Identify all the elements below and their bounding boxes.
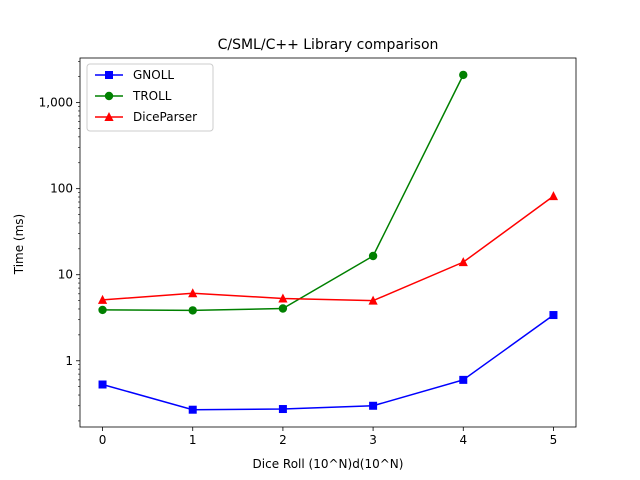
data-point-diceparser xyxy=(458,257,468,267)
y-tick-label: 10 xyxy=(58,268,73,282)
legend-marker-troll xyxy=(104,91,114,101)
data-point-troll xyxy=(98,305,107,315)
data-point-diceparser xyxy=(368,295,378,305)
y-tick-label: 1 xyxy=(65,354,73,368)
plot-frame xyxy=(79,57,577,428)
data-point-troll xyxy=(368,251,378,261)
series-troll xyxy=(98,70,468,315)
data-point-troll xyxy=(278,304,288,313)
legend-label-gnoll: GNOLL xyxy=(133,68,174,82)
legend-label-diceparser: DiceParser xyxy=(133,110,197,124)
legend-marker-diceparser xyxy=(104,112,114,121)
data-point-gnoll xyxy=(459,375,468,384)
data-point-gnoll xyxy=(98,380,107,389)
series-line-diceparser xyxy=(102,195,554,302)
x-tick-label: 0 xyxy=(99,433,107,447)
series-gnoll xyxy=(98,311,558,414)
legend-box xyxy=(86,63,214,132)
data-point-gnoll xyxy=(369,401,378,410)
data-point-gnoll xyxy=(278,405,287,414)
legend-marker-gnoll xyxy=(105,71,113,79)
data-point-gnoll xyxy=(549,311,558,320)
data-point-troll xyxy=(459,70,468,80)
x-axis-label: Dice Roll (10^N)d(10^N) xyxy=(253,457,404,471)
x-tick-label: 5 xyxy=(550,433,558,447)
chart-title: C/SML/C++ Library comparison xyxy=(218,37,439,53)
y-axis-label: Time (ms) xyxy=(12,214,26,276)
legend-label-troll: TROLL xyxy=(132,89,172,103)
data-point-diceparser xyxy=(548,191,559,201)
y-tick-label: 100 xyxy=(50,182,73,196)
x-tick-label: 3 xyxy=(369,433,377,447)
data-point-troll xyxy=(188,306,197,315)
data-point-gnoll xyxy=(188,405,197,414)
y-tick-label: 1,000 xyxy=(39,96,73,110)
x-tick-label: 2 xyxy=(279,433,287,447)
data-point-diceparser xyxy=(278,293,288,303)
x-tick-label: 1 xyxy=(189,433,197,447)
x-tick-label: 4 xyxy=(459,433,467,447)
series-line-gnoll xyxy=(102,314,554,411)
legend: GNOLL TROLL DiceParser xyxy=(86,63,214,132)
data-point-diceparser xyxy=(188,288,198,298)
data-point-diceparser xyxy=(97,294,108,304)
series-diceparser xyxy=(97,191,559,305)
